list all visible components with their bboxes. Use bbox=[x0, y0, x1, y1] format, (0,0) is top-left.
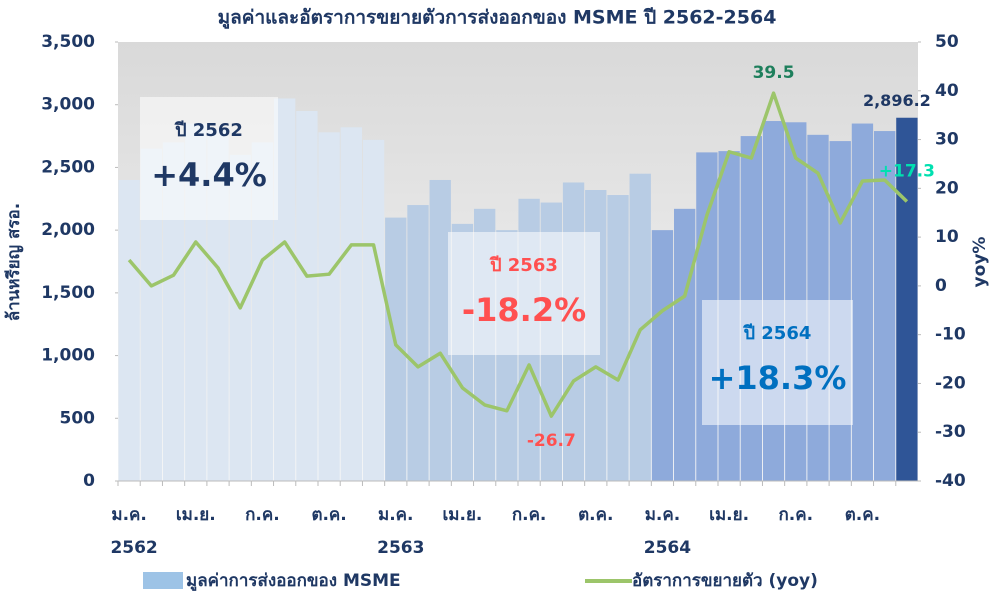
year-label: 2563 bbox=[377, 538, 424, 558]
x-tick-label: ม.ค. bbox=[645, 505, 681, 525]
bar bbox=[407, 205, 429, 482]
y-tick-label: 1,500 bbox=[41, 283, 95, 303]
yoy-line bbox=[127, 91, 909, 418]
y-tick-label: 2,000 bbox=[41, 220, 95, 240]
bar bbox=[118, 179, 140, 481]
y-tick-label: 3,000 bbox=[41, 95, 95, 115]
legend-swatch bbox=[143, 572, 183, 589]
x-tick-label: ก.ค. bbox=[778, 505, 813, 525]
y-tick-label: 500 bbox=[60, 408, 96, 428]
y-axis-label: ล้านหรียญ สรอ. bbox=[3, 203, 24, 321]
y2-tick-label: 30 bbox=[935, 130, 959, 150]
bar bbox=[296, 110, 318, 481]
y-tick-label: 1,000 bbox=[41, 346, 95, 366]
y2-tick-label: -30 bbox=[935, 422, 966, 442]
bar bbox=[162, 142, 185, 482]
y2-tick-label: 10 bbox=[935, 227, 959, 247]
x-tick-label: ก.ค. bbox=[512, 505, 547, 525]
x-tick-label: ต.ค. bbox=[311, 505, 346, 525]
legend-label: มูลค่าการส่งออกของ MSME bbox=[186, 571, 401, 592]
x-tick-label: ต.ค. bbox=[578, 505, 613, 525]
y-tick-label: 3,500 bbox=[41, 32, 95, 52]
x-tick-label: ก.ค. bbox=[245, 505, 280, 525]
annotation-year: ปี 2564 bbox=[742, 323, 811, 344]
line-value-label: 39.5 bbox=[753, 63, 795, 83]
x-tick-label: ม.ค. bbox=[378, 505, 414, 525]
bar-value-label: 2,896.2 bbox=[863, 91, 931, 110]
annotation-growth: +4.4% bbox=[151, 156, 267, 194]
annotation-box bbox=[702, 300, 853, 425]
chart-title: มูลค่าและอัตราการขยายตัวการส่งออกของ MSM… bbox=[218, 7, 777, 30]
bar bbox=[874, 131, 896, 481]
x-tick-label: เม.ย. bbox=[442, 505, 482, 525]
line-value-label: +17.3 bbox=[879, 162, 935, 182]
annotation-year: ปี 2563 bbox=[489, 255, 558, 276]
y2-tick-label: -40 bbox=[935, 471, 966, 491]
bar bbox=[229, 154, 251, 481]
bar bbox=[851, 123, 874, 482]
annotation-growth: -18.2% bbox=[462, 291, 586, 329]
annotation-growth: +18.3% bbox=[709, 359, 847, 397]
y-tick-label: 2,500 bbox=[41, 157, 95, 177]
x-tick-label: ม.ค. bbox=[111, 505, 147, 525]
y2-tick-label: 20 bbox=[935, 178, 959, 198]
year-label: 2562 bbox=[110, 538, 157, 558]
bar bbox=[340, 127, 362, 481]
x-tick-label: ต.ค. bbox=[845, 505, 880, 525]
annotation-box bbox=[140, 97, 278, 220]
year-label: 2564 bbox=[644, 538, 691, 558]
y-tick-label: 0 bbox=[83, 471, 95, 491]
y2-axis-label: yoy% bbox=[970, 237, 990, 288]
bar bbox=[251, 142, 274, 482]
bar bbox=[318, 132, 340, 481]
y2-tick-label: -20 bbox=[935, 373, 966, 393]
bar bbox=[629, 173, 651, 481]
annotation-box bbox=[448, 232, 600, 355]
x-tick-label: เม.ย. bbox=[176, 505, 216, 525]
bar bbox=[674, 208, 696, 481]
bar bbox=[651, 230, 674, 481]
y2-tick-label: 0 bbox=[935, 276, 947, 296]
bar bbox=[362, 139, 385, 481]
y2-tick-label: 50 bbox=[935, 32, 959, 52]
bar bbox=[429, 179, 451, 481]
annotation-year: ปี 2562 bbox=[174, 120, 243, 141]
x-tick-label: เม.ย. bbox=[709, 505, 749, 525]
bar bbox=[385, 217, 407, 481]
line-value-label: -26.7 bbox=[527, 431, 576, 451]
bar bbox=[274, 98, 296, 481]
legend-label: อัตราการขยายตัว (yoy) bbox=[632, 571, 818, 591]
bar bbox=[607, 195, 629, 481]
y2-tick-label: -10 bbox=[935, 325, 966, 345]
y2-tick-label: 40 bbox=[935, 81, 959, 101]
bar bbox=[140, 148, 162, 481]
bar bbox=[896, 117, 918, 482]
